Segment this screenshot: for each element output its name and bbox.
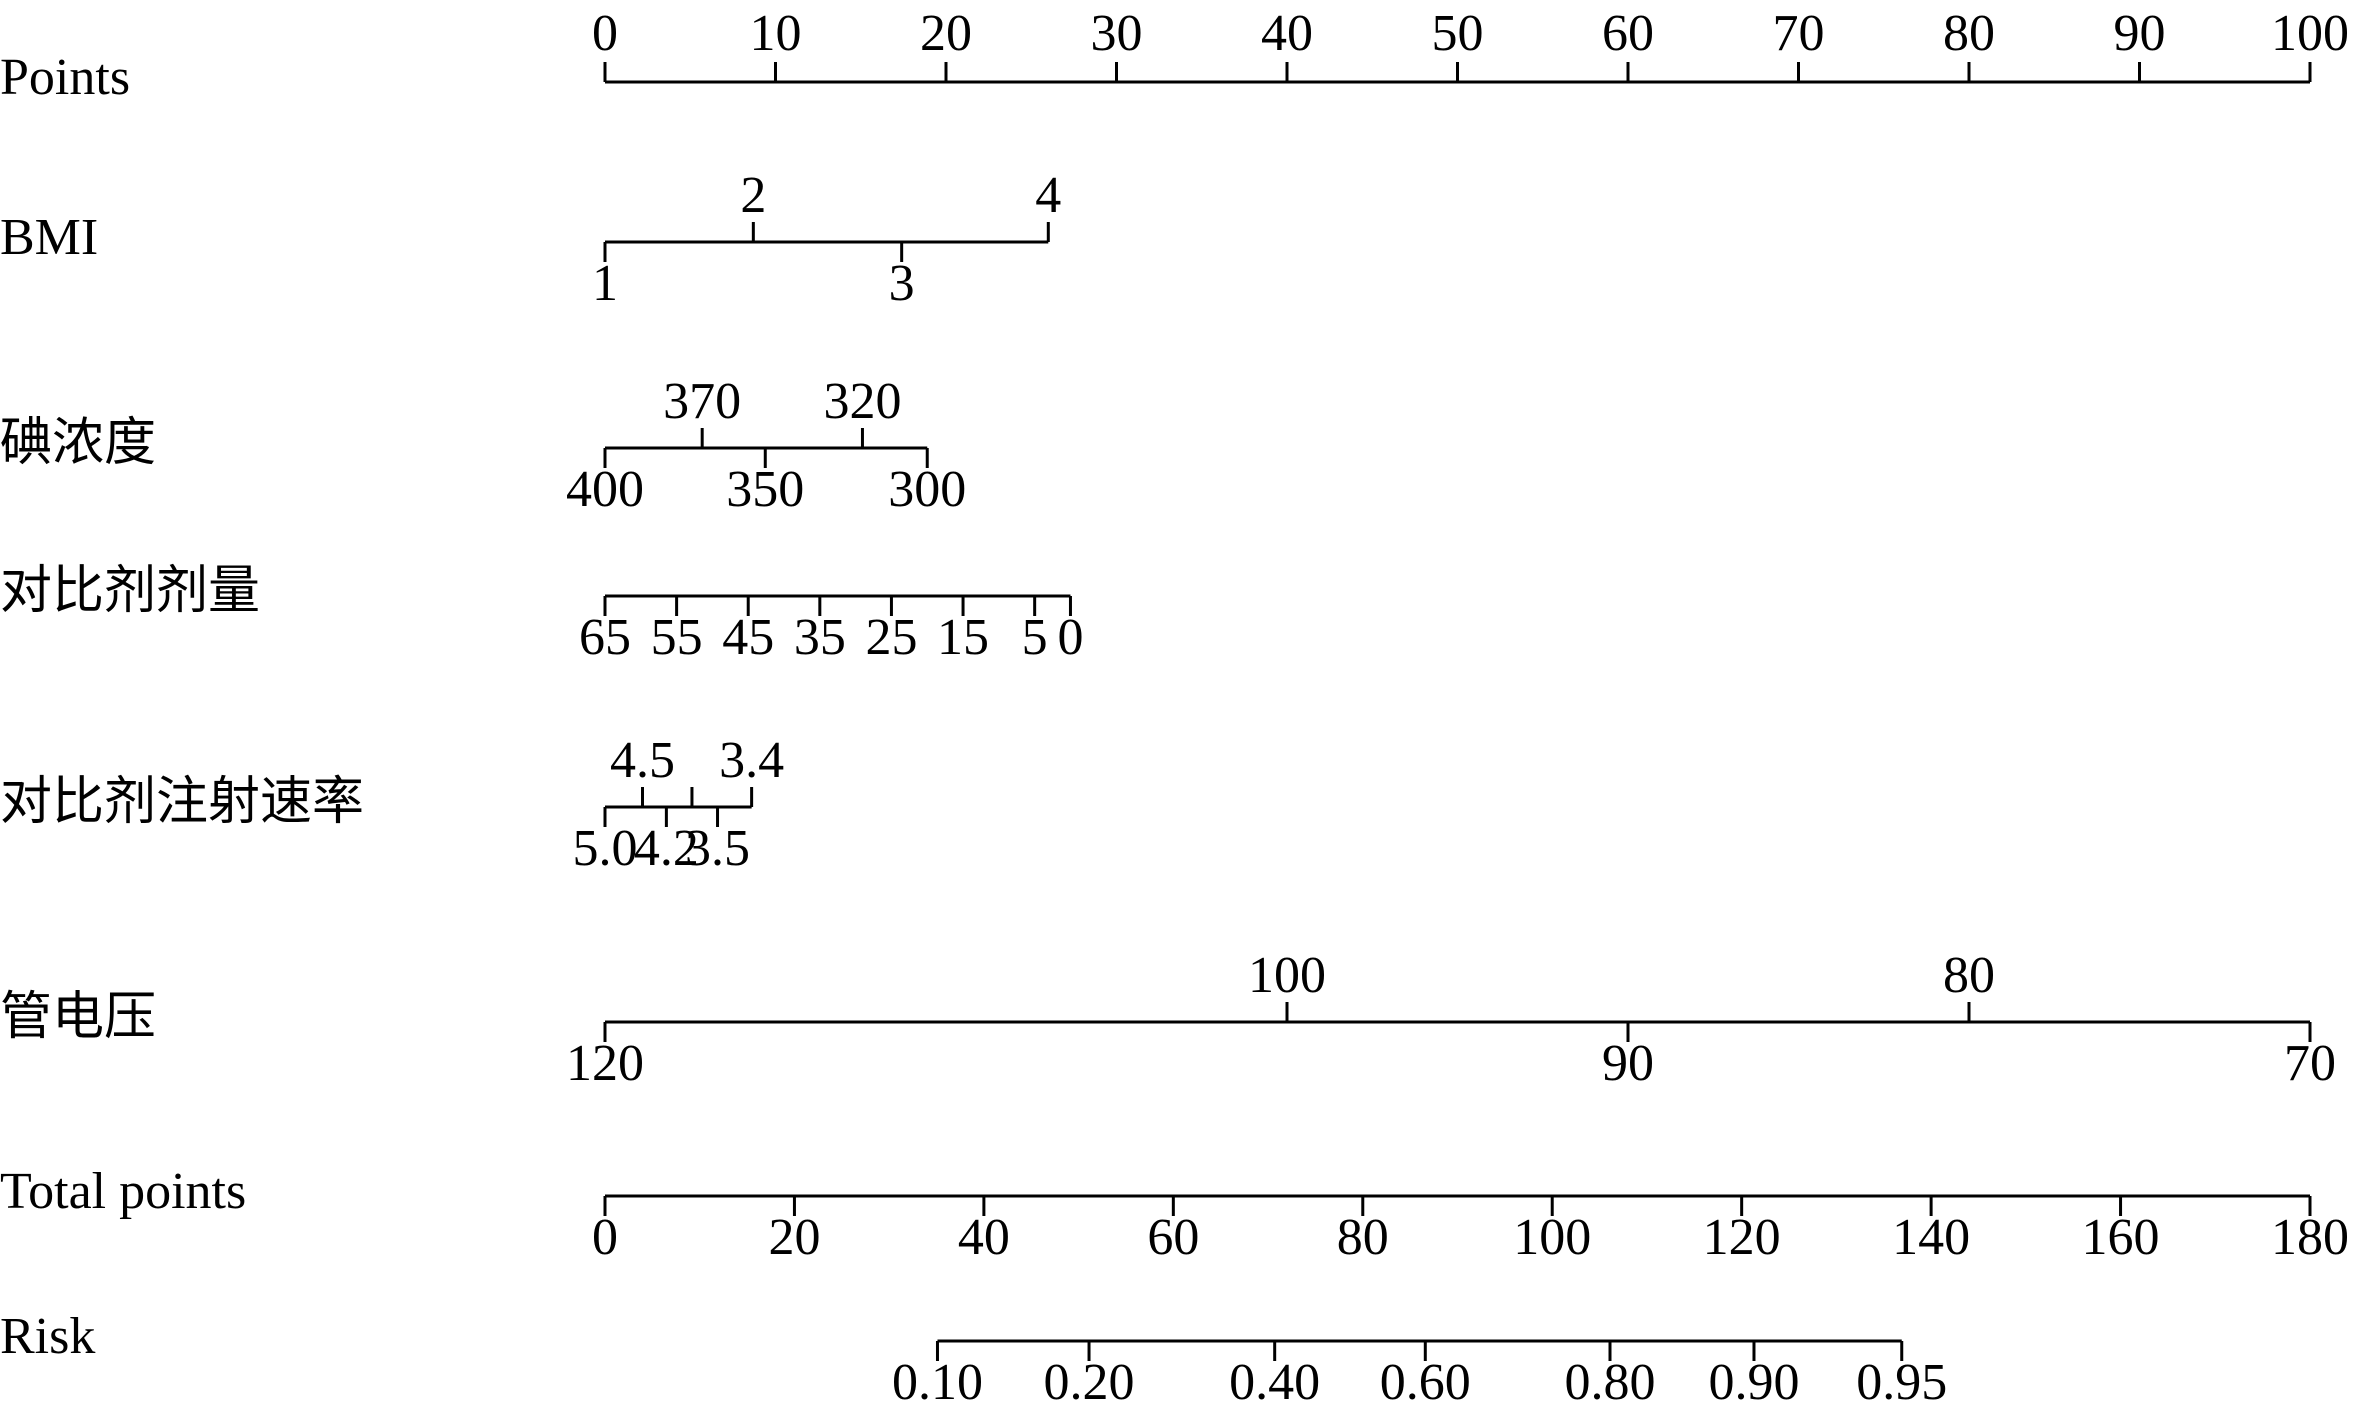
tick-label: 30 bbox=[1091, 5, 1143, 62]
tick-label: 60 bbox=[1602, 5, 1654, 62]
tick-label: 100 bbox=[2271, 5, 2349, 62]
tick-label: 50 bbox=[1432, 5, 1484, 62]
tick-label: 0.10 bbox=[892, 1354, 983, 1411]
row-label: 对比剂注射速率 bbox=[0, 774, 364, 831]
row-label: 管电压 bbox=[0, 989, 156, 1046]
row-label: BMI bbox=[0, 209, 98, 266]
tick-label: 80 bbox=[1337, 1209, 1389, 1266]
tick-label: 4.2 bbox=[634, 820, 699, 877]
tick-label: 350 bbox=[726, 461, 804, 518]
tick-label: 70 bbox=[2284, 1035, 2336, 1092]
tick-label: 400 bbox=[566, 461, 644, 518]
tick-label: 4 bbox=[1035, 167, 1061, 224]
tick-label: 40 bbox=[958, 1209, 1010, 1266]
tick-label: 5.0 bbox=[573, 820, 638, 877]
tick-label: 3 bbox=[889, 255, 915, 312]
tick-label: 180 bbox=[2271, 1209, 2349, 1266]
tick-label: 100 bbox=[1513, 1209, 1591, 1266]
tick-label: 120 bbox=[1703, 1209, 1781, 1266]
tick-label: 40 bbox=[1261, 5, 1313, 62]
tick-label: 0 bbox=[592, 5, 618, 62]
tick-label: 25 bbox=[865, 609, 917, 666]
tick-label: 0.40 bbox=[1229, 1354, 1320, 1411]
row-label: Risk bbox=[0, 1308, 95, 1365]
tick-label: 5 bbox=[1022, 609, 1048, 666]
tick-label: 0.90 bbox=[1708, 1354, 1799, 1411]
tick-label: 300 bbox=[888, 461, 966, 518]
row-label: 对比剂剂量 bbox=[0, 563, 260, 620]
tick-label: 0.20 bbox=[1044, 1354, 1135, 1411]
row-label: 碘浓度 bbox=[0, 415, 156, 472]
tick-label: 35 bbox=[794, 609, 846, 666]
tick-label: 160 bbox=[2082, 1209, 2160, 1266]
tick-label: 1 bbox=[592, 255, 618, 312]
tick-label: 10 bbox=[750, 5, 802, 62]
tick-label: 65 bbox=[579, 609, 631, 666]
tick-label: 60 bbox=[1147, 1209, 1199, 1266]
tick-label: 0.95 bbox=[1856, 1354, 1947, 1411]
tick-label: 0.60 bbox=[1380, 1354, 1471, 1411]
tick-label: 0.80 bbox=[1565, 1354, 1656, 1411]
tick-label: 3.5 bbox=[685, 820, 750, 877]
row-label: Total points bbox=[0, 1163, 246, 1220]
tick-label: 320 bbox=[823, 373, 901, 430]
tick-label: 3.4 bbox=[719, 732, 784, 789]
tick-label: 80 bbox=[1943, 5, 1995, 62]
tick-label: 80 bbox=[1943, 947, 1995, 1004]
tick-label: 140 bbox=[1892, 1209, 1970, 1266]
tick-label: 70 bbox=[1773, 5, 1825, 62]
tick-label: 4.5 bbox=[610, 732, 675, 789]
tick-label: 100 bbox=[1248, 947, 1326, 1004]
row-label: Points bbox=[0, 49, 130, 106]
tick-label: 0 bbox=[1057, 609, 1083, 666]
tick-label: 120 bbox=[566, 1035, 644, 1092]
tick-label: 15 bbox=[937, 609, 989, 666]
tick-label: 55 bbox=[651, 609, 703, 666]
tick-label: 90 bbox=[1602, 1035, 1654, 1092]
tick-label: 2 bbox=[740, 167, 766, 224]
tick-label: 20 bbox=[768, 1209, 820, 1266]
tick-label: 45 bbox=[722, 609, 774, 666]
tick-label: 370 bbox=[663, 373, 741, 430]
tick-label: 0 bbox=[592, 1209, 618, 1266]
tick-label: 90 bbox=[2114, 5, 2166, 62]
tick-label: 20 bbox=[920, 5, 972, 62]
